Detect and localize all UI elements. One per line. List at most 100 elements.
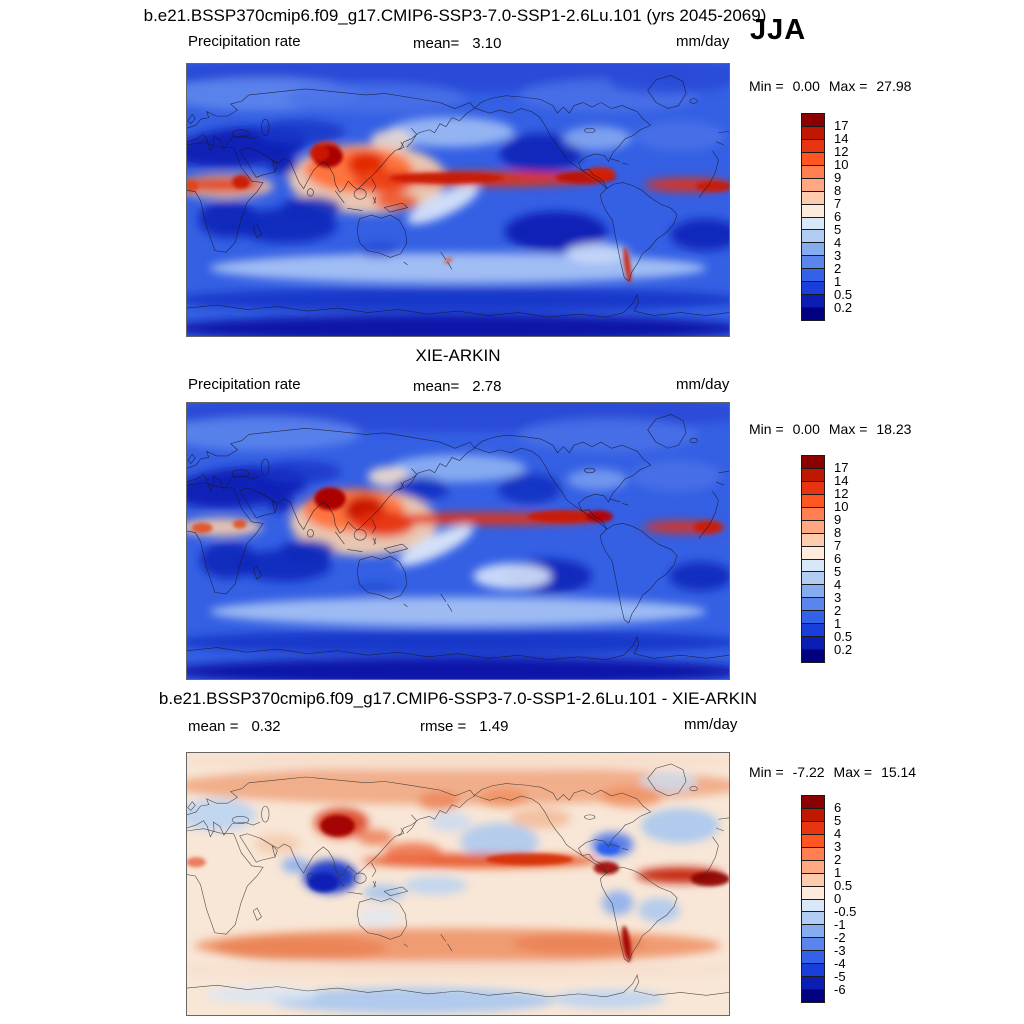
rmse-value: 1.49 (479, 718, 509, 735)
colorbar-cell (802, 307, 824, 320)
colorbar-cell (802, 558, 824, 572)
colorbar-tick-label: -2 (834, 930, 846, 945)
colorbar-tick-label: 6 (834, 209, 842, 224)
minmax-row: Min = 0.00 Max = 27.98 (749, 78, 920, 94)
colorbar-cell (802, 963, 824, 977)
season-label: JJA (750, 14, 807, 46)
colorbar-cell (802, 610, 824, 624)
colorbar-tick-label: -0.5 (834, 904, 857, 919)
colorbar-cell (802, 229, 824, 243)
colorbar-cell (802, 242, 824, 256)
colorbar-tick-label: 12 (834, 486, 849, 501)
colorbar-cells (801, 113, 825, 321)
colorbar-tick-label: 0.2 (834, 642, 853, 657)
colorbar-cell (802, 268, 824, 282)
map-model (186, 63, 730, 337)
colorbar-tick-label: 17 (834, 118, 849, 133)
map-difference (186, 752, 730, 1016)
minmax-row: Min = -7.22 Max = 15.14 (749, 764, 925, 780)
mean-label: mean= (413, 378, 460, 395)
units-label: mm/day (684, 716, 738, 733)
colorbar-cell (802, 203, 824, 217)
colorbar-tick-label: 1 (834, 616, 842, 631)
colorbar-cell (802, 294, 824, 308)
diff-title: b.e21.BSSP370cmip6.f09_g17.CMIP6-SSP3-7.… (158, 689, 758, 708)
colorbar-tick-label: 6 (834, 800, 842, 815)
colorbar-tick-label: 1 (834, 865, 842, 880)
colorbar-difference: 6 5 4 3 2 1 0.5 0 -0.5 -1 -2 -3 -4 -5 -6 (801, 795, 856, 1003)
min-value: 0.00 (792, 421, 820, 437)
mean-label: mean= (413, 35, 460, 52)
colorbar-tick-label: 5 (834, 564, 842, 579)
colorbar-cell (802, 911, 824, 925)
colorbar-cell (802, 281, 824, 295)
colorbar-tick-label: 4 (834, 235, 842, 250)
units-label: mm/day (676, 376, 730, 393)
colorbar-cell (802, 846, 824, 860)
colorbar-cell (802, 571, 824, 585)
colorbar-tick-label: 2 (834, 852, 842, 867)
rmse-stat: rmse = 1.49 (420, 718, 508, 735)
colorbar-cell (802, 480, 824, 494)
colorbar-cell (802, 493, 824, 507)
mean-stat: mean= 3.10 (413, 35, 502, 52)
max-value: 18.23 (876, 421, 912, 437)
colorbar-tick-label: -3 (834, 943, 846, 958)
colorbar-tick-label: 10 (834, 499, 849, 514)
field-label: Precipitation rate (188, 33, 301, 50)
colorbar-tick-label: 7 (834, 196, 842, 211)
colorbar-tick-label: -1 (834, 917, 846, 932)
units-label: mm/day (676, 33, 730, 50)
colorbar-cell (802, 545, 824, 559)
colorbar-cell (802, 820, 824, 834)
colorbar-tick-label: 10 (834, 157, 849, 172)
colorbar-tick-label: -4 (834, 956, 846, 971)
colorbar-tick-label: 3 (834, 839, 842, 854)
colorbar-cell (802, 623, 824, 637)
colorbar-tick-label: 2 (834, 603, 842, 618)
colorbar-cell (802, 885, 824, 899)
colorbar-cell (802, 532, 824, 546)
colorbar-cell (802, 649, 824, 662)
max-label: Max = (828, 78, 868, 94)
min-value: -7.22 (792, 764, 825, 780)
max-label: Max = (828, 421, 868, 437)
colorbar-tick-label: 12 (834, 144, 849, 159)
mean-value: 3.10 (472, 35, 502, 52)
colorbar-tick-label: 5 (834, 813, 842, 828)
colorbar-tick-label: 0.5 (834, 878, 853, 893)
minmax-row: Min = 0.00 Max = 18.23 (749, 421, 920, 437)
colorbar-cell (802, 467, 824, 481)
colorbar-tick-label: 8 (834, 525, 842, 540)
colorbar-tick-label: 17 (834, 460, 849, 475)
colorbar-cell (802, 506, 824, 520)
min-value: 0.00 (792, 78, 820, 94)
figure-title: b.e21.BSSP370cmip6.f09_g17.CMIP6-SSP3-7.… (143, 6, 767, 25)
colorbar-cell (802, 584, 824, 598)
colorbar-tick-label: 7 (834, 538, 842, 553)
colorbar-tick-label: 0.5 (834, 629, 853, 644)
colorbar-tick-label: 5 (834, 222, 842, 237)
colorbar-cell (802, 255, 824, 269)
colorbar-cell (802, 114, 824, 126)
colorbar-cells (801, 795, 825, 1003)
mean-stat: mean= 2.78 (413, 378, 502, 395)
colorbar-tick-label: 4 (834, 577, 842, 592)
colorbar-cell (802, 636, 824, 650)
colorbar-cell (802, 937, 824, 951)
colorbar-cell (802, 989, 824, 1002)
colorbar-cell (802, 519, 824, 533)
colorbar-cell (802, 976, 824, 990)
colorbar-cell (802, 872, 824, 886)
min-label: Min = (749, 764, 784, 780)
colorbar-cell (802, 216, 824, 230)
colorbar-cell (802, 151, 824, 165)
colorbar-tick-label: 9 (834, 170, 842, 185)
colorbar-tick-label: 0.5 (834, 287, 853, 302)
colorbar-cell (802, 924, 824, 938)
colorbar-tick-label: 2 (834, 261, 842, 276)
max-value: 15.14 (881, 764, 917, 780)
